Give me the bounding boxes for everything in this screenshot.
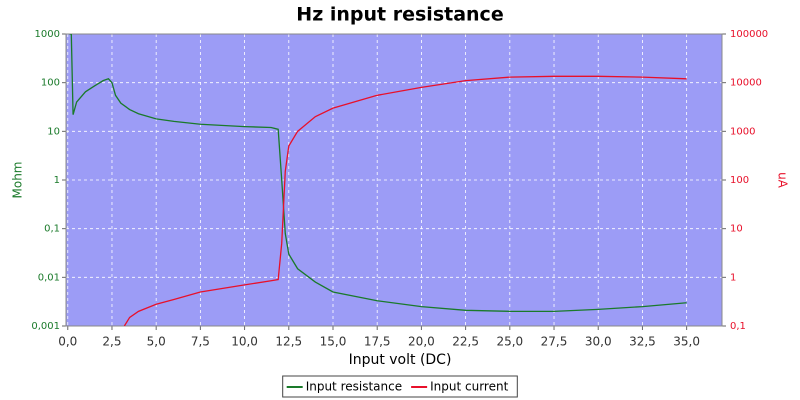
x-tick-label: 30,0 <box>585 335 612 349</box>
x-axis-label: Input volt (DC) <box>349 352 452 368</box>
legend: Input resistance Input current <box>282 375 518 398</box>
y-tick-label: 0,01 <box>38 272 60 283</box>
x-tick-label: 15,0 <box>320 335 347 349</box>
x-tick-label: 22,5 <box>452 335 479 349</box>
x-tick-label: 5,0 <box>147 335 166 349</box>
x-tick-label: 32,5 <box>629 335 656 349</box>
series-line <box>123 75 687 326</box>
legend-label: Input resistance <box>306 380 402 394</box>
plot-lines <box>69 34 687 326</box>
x-tick-label: 27,5 <box>541 335 568 349</box>
y2-tick-label: 100000 <box>730 29 768 40</box>
series-line <box>69 34 687 312</box>
x-tick-label: 2,5 <box>102 335 121 349</box>
plot-frame <box>65 33 723 327</box>
y2-axis-label: uA <box>776 172 790 189</box>
y-tick-label: 10 <box>47 126 60 137</box>
y-tick-label: 0,001 <box>31 321 60 332</box>
legend-label: Input current <box>430 380 508 394</box>
y2-tick-label: 10 <box>730 224 743 235</box>
x-tick-label: 10,0 <box>231 335 258 349</box>
y-tick-label: 0,1 <box>44 224 60 235</box>
y2-tick-label: 1000 <box>730 126 755 137</box>
x-tick-label: 35,0 <box>673 335 700 349</box>
y2-tick-label: 0,1 <box>730 321 746 332</box>
x-tick-label: 0,0 <box>58 335 77 349</box>
x-tick-label: 7,5 <box>191 335 210 349</box>
y2-tick-label: 1 <box>730 272 736 283</box>
y-tick-label: 100 <box>41 78 60 89</box>
y-tick-label: 1 <box>54 175 60 186</box>
x-tick-label: 17,5 <box>364 335 391 349</box>
x-tick-label: 12,5 <box>275 335 302 349</box>
y2-tick-label: 100 <box>730 175 749 186</box>
x-tick-label: 20,0 <box>408 335 435 349</box>
y-tick-label: 1000 <box>35 29 60 40</box>
x-tick-label: 25,0 <box>496 335 523 349</box>
y-axis-label: Mohm <box>11 162 25 199</box>
chart-title: Hz input resistance <box>296 4 503 26</box>
legend-box <box>282 375 518 398</box>
y2-tick-label: 10000 <box>730 78 762 89</box>
